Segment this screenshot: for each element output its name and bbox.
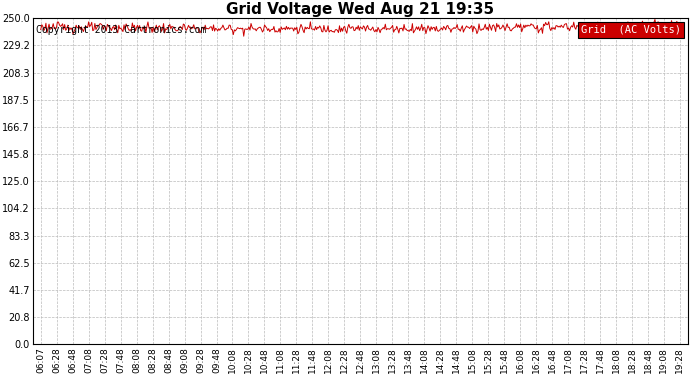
Title: Grid Voltage Wed Aug 21 19:35: Grid Voltage Wed Aug 21 19:35 xyxy=(226,2,495,17)
Text: Grid  (AC Volts): Grid (AC Volts) xyxy=(582,25,681,35)
Text: Copyright 2013 Cartronics.com: Copyright 2013 Cartronics.com xyxy=(36,25,206,35)
